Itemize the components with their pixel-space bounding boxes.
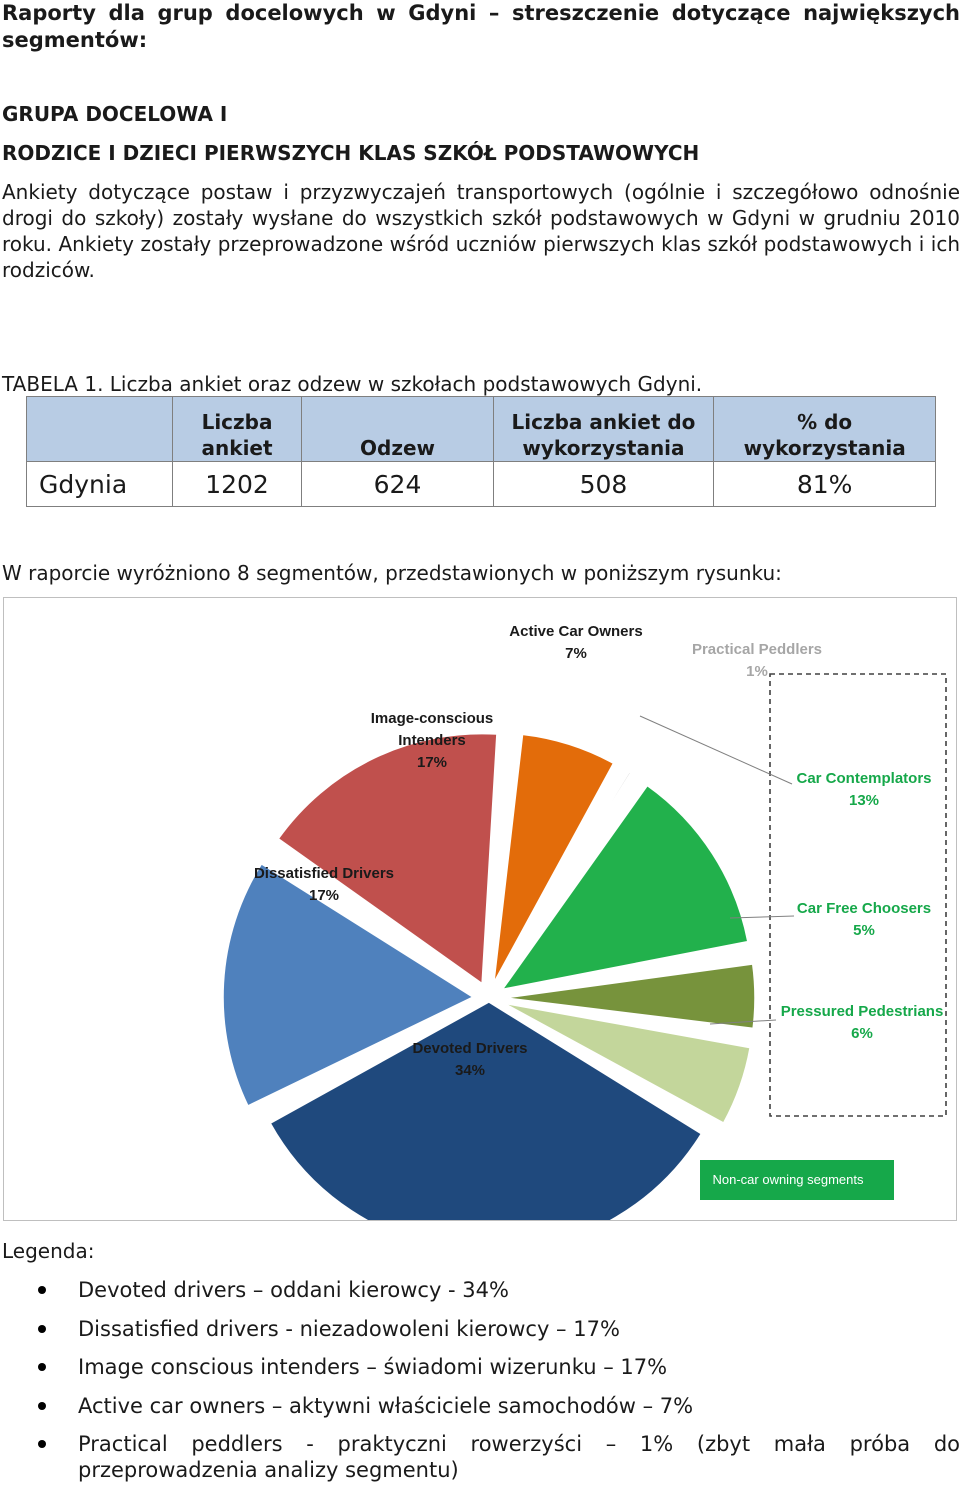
table-header-cell: % do wykorzystania [713, 396, 936, 462]
group-name: RODZICE I DZIECI PIERWSZYCH KLAS SZKÓŁ P… [2, 141, 700, 165]
pie-value-label: 6% [851, 1025, 873, 1042]
pie-slice-dissatisfied-drivers [222, 862, 475, 1107]
group-label: GRUPA DOCELOWA I [2, 102, 228, 126]
legend-title: Legenda: [2, 1239, 95, 1263]
pie-category-label: Car Contemplators [796, 770, 931, 787]
table-header-cell: Liczba ankiet [171, 396, 303, 462]
legend-item-text: Active car owners – aktywni właściciele … [78, 1393, 694, 1418]
table-caption: TABELA 1. Liczba ankiet oraz odzew w szk… [2, 372, 703, 396]
pie-value-label: 7% [565, 645, 587, 662]
pie-category-label: Dissatisfied Drivers [254, 865, 394, 882]
bullet-icon [38, 1286, 46, 1294]
intro-paragraph: Ankiety dotyczące postaw i przyzwyczajeń… [2, 180, 960, 282]
table-row: Gdynia 1202 624 508 81% [26, 461, 936, 507]
pie-slice-image-conscious-intenders [277, 732, 498, 985]
pie-value-label: 1% [746, 663, 768, 680]
pie-value-label: 34% [455, 1062, 485, 1079]
pie-value-label: 5% [853, 922, 875, 939]
non-car-owning-frame [769, 673, 947, 1117]
pie-leader-line [709, 1019, 777, 1025]
legend-item: Practical peddlers - praktyczni rowerzyś… [0, 1431, 960, 1483]
legend-item: Devoted drivers – oddani kierowcy - 34% [0, 1277, 960, 1303]
table-cell: 1202 [171, 461, 303, 507]
table-header-row: Liczba ankiet Odzew Liczba ankiet do wyk… [26, 396, 936, 462]
segments-text: W raporcie wyróżniono 8 segmentów, przed… [2, 561, 782, 585]
table-cell: 508 [492, 461, 715, 507]
survey-table: Liczba ankiet Odzew Liczba ankiet do wyk… [26, 396, 936, 507]
legend-item-text: Image conscious intenders – świadomi wiz… [78, 1355, 668, 1380]
legend-item-text: Devoted drivers – oddani kierowcy - 34% [78, 1278, 509, 1302]
pie-value-label: 13% [849, 792, 879, 809]
pie-slice-car-free-choosers [504, 963, 756, 1030]
pie-slice-car-contemplators [500, 784, 749, 991]
legend-item: Dissatisfied drivers - niezadowoleni kie… [0, 1316, 960, 1342]
table-header-cell: Odzew [301, 396, 494, 462]
pie-slice-pressured-pedestrians [503, 1002, 752, 1125]
pie-slice-active-car-owners [493, 733, 615, 984]
pie-slice-devoted-drivers [269, 1001, 703, 1220]
pie-category-label: Active Car Owners [509, 623, 642, 640]
legend-item: Image conscious intenders – świadomi wiz… [0, 1354, 960, 1380]
segments-pie-figure: Non-car owning segments Active Car Owners… [3, 597, 957, 1221]
pie-value-label: 17% [417, 754, 447, 771]
legend-list: Devoted drivers – oddani kierowcy - 34% … [0, 1277, 960, 1496]
bullet-icon [38, 1401, 46, 1410]
legend-item-text: Dissatisfied drivers - niezadowoleni kie… [78, 1316, 620, 1341]
table-cell: 624 [301, 461, 494, 507]
pie-leader-line [729, 915, 795, 919]
bullet-icon [38, 1363, 46, 1372]
pie-slice-practical-peddlers [496, 770, 632, 985]
pie-value-label: 17% [309, 887, 339, 904]
page-title: Raporty dla grup docelowych w Gdyni – st… [2, 1, 960, 52]
pie-category-label: Image-conscious [371, 710, 494, 727]
pie-category-label: Car Free Choosers [797, 900, 931, 917]
bullet-icon [38, 1440, 46, 1449]
pie-category-label: Intenders [398, 732, 466, 749]
legend-item: Active car owners – aktywni właściciele … [0, 1393, 960, 1419]
table-cell: Gdynia [26, 461, 173, 507]
pie-category-label: Devoted Drivers [412, 1040, 527, 1057]
pie-category-label: Pressured Pedestrians [781, 1003, 944, 1020]
non-car-owning-banner [700, 1160, 894, 1200]
table-header-cell [26, 396, 173, 462]
table-header-cell: Liczba ankiet do wykorzystania [492, 396, 715, 462]
non-car-owning-label: Non-car owning segments [712, 1172, 864, 1187]
table-cell: 81% [713, 461, 936, 507]
legend-item-text: Practical peddlers - praktyczni rowerzyś… [78, 1432, 960, 1483]
pie-category-label: Practical Peddlers [692, 641, 822, 658]
pie-leader-line [639, 715, 793, 785]
pie-chart: Non-car owning segments Active Car Owners… [222, 623, 947, 1220]
bullet-icon [38, 1324, 46, 1333]
